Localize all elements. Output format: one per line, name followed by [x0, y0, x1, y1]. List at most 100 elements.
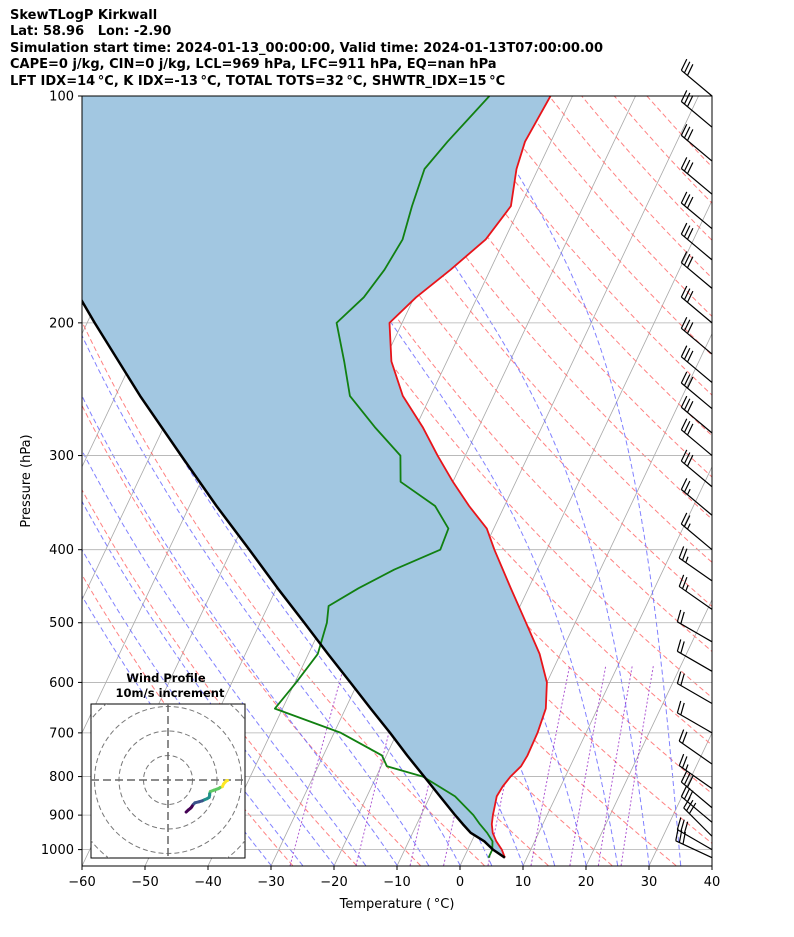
wind-barb — [680, 512, 713, 551]
wind-barb-staff — [677, 621, 713, 643]
wind-barb-flag — [678, 830, 683, 843]
wind-barb-staff — [683, 807, 713, 837]
wind-barb-staff — [680, 69, 713, 97]
wind-barb — [676, 700, 713, 734]
wind-barb-staff — [677, 829, 713, 851]
wind-barb-half-flag — [686, 523, 691, 530]
wind-barb-staff — [680, 356, 713, 383]
y-tick-label: 400 — [49, 543, 74, 558]
mixing-ratio-line — [289, 665, 345, 866]
wind-barb-flag — [676, 817, 682, 830]
wind-barb-staff — [678, 585, 713, 610]
wind-barb-flag — [681, 756, 688, 769]
wind-barb-flag — [683, 253, 691, 266]
wind-barb-half-flag — [685, 764, 689, 771]
wind-barb-flag — [683, 452, 691, 464]
wind-barb — [680, 316, 713, 355]
mixing-ratio-line — [620, 665, 654, 866]
wind-barb-flag — [683, 480, 691, 493]
wind-barb — [680, 345, 713, 383]
y-tick-label: 800 — [49, 770, 74, 785]
dry-adiabat-line — [157, 96, 712, 795]
wind-barb-flag — [680, 345, 688, 358]
wind-barb-flag — [686, 95, 694, 107]
wind-barb — [680, 478, 713, 516]
parcel-line — [82, 298, 506, 859]
y-tick-label: 200 — [49, 316, 74, 331]
wind-barb — [680, 449, 713, 488]
wind-barb-flag — [678, 753, 685, 766]
wind-barb-half-flag — [685, 585, 689, 592]
wind-barb — [676, 817, 713, 851]
dry-adiabat-line — [646, 96, 712, 168]
isotherm-line — [711, 865, 712, 866]
wind-barb — [678, 753, 713, 790]
wind-barb — [683, 797, 713, 837]
wind-barb-flag — [680, 285, 688, 298]
wind-barb — [680, 371, 713, 410]
moist-adiabat-line — [344, 96, 650, 866]
wind-barb-flag — [686, 162, 694, 174]
chart-header: SkewTLogP Kirkwall Lat: 58.96 Lon: -2.90… — [10, 8, 603, 90]
header-times: Simulation start time: 2024-01-13_00:00:… — [10, 40, 603, 56]
wind-barb-flag — [686, 376, 694, 389]
x-axis-ticks: −60 −50 −40 −30 −20 −10 0 10 20 30 40 — [68, 866, 720, 890]
x-tick-label: −40 — [194, 875, 221, 890]
wind-barb-flag — [680, 371, 688, 384]
wind-barb-flag — [686, 322, 694, 334]
wind-barb-flag — [681, 548, 688, 561]
wind-barb-flag — [686, 256, 694, 269]
wind-barb-flag — [680, 785, 688, 797]
wind-barb-flag — [676, 671, 682, 684]
wind-barb-flag — [680, 251, 688, 263]
wind-barb-flag — [683, 159, 691, 172]
wind-barb-flag — [678, 729, 685, 742]
wind-barb-flag — [678, 574, 685, 587]
x-tick-label: −30 — [257, 875, 284, 890]
wind-barb-flag — [686, 64, 694, 76]
wind-barb-flag — [680, 191, 688, 204]
wind-barb-staff — [680, 168, 713, 195]
wind-barb-staff — [678, 740, 713, 765]
wind-barb-flag — [680, 478, 688, 490]
wind-barb-half-flag — [686, 488, 691, 495]
wind-barb-flag — [676, 700, 682, 714]
wind-barb-flag — [683, 92, 691, 105]
dry-adiabat-line — [82, 404, 421, 866]
y-tick-label: 500 — [49, 616, 74, 631]
wind-barb-flag — [680, 449, 688, 462]
wind-barb-flag — [683, 374, 691, 386]
dry-adiabat-line — [222, 96, 712, 699]
wind-barb — [676, 671, 713, 705]
wind-barb-flag — [680, 395, 688, 408]
wind-barb-flag — [686, 129, 694, 141]
wind-barb-staff — [680, 382, 713, 410]
cape-fill-layer — [82, 96, 551, 858]
inset-subtitle: 10m/s increment — [116, 686, 225, 700]
wind-barb-flag — [678, 546, 685, 559]
dry-adiabat-line — [548, 96, 712, 279]
wind-barb — [678, 546, 713, 582]
y-tick-label: 900 — [49, 809, 74, 824]
dry-adiabat-line — [82, 320, 485, 866]
wind-barb-flag — [688, 802, 697, 814]
wind-barb-flag — [680, 702, 685, 716]
x-tick-label: 0 — [456, 875, 464, 890]
wind-barbs — [675, 58, 713, 859]
wind-barb — [680, 123, 713, 162]
dry-adiabat-line — [82, 488, 357, 866]
wind-barb-flag — [686, 775, 694, 788]
dry-adiabat-line — [82, 573, 294, 866]
wind-barb-staff — [680, 327, 713, 355]
wind-barb-flag — [683, 421, 691, 433]
wind-barb — [680, 418, 713, 457]
wind-barb-flag — [681, 731, 688, 744]
wind-barb — [680, 222, 713, 261]
x-tick-label: −60 — [68, 875, 95, 890]
wind-barb-flag — [680, 611, 685, 624]
isotherm-line — [0, 96, 69, 866]
wind-barb-flag — [683, 348, 691, 360]
wind-barb-flag — [675, 828, 679, 841]
wind-barb — [676, 609, 713, 643]
